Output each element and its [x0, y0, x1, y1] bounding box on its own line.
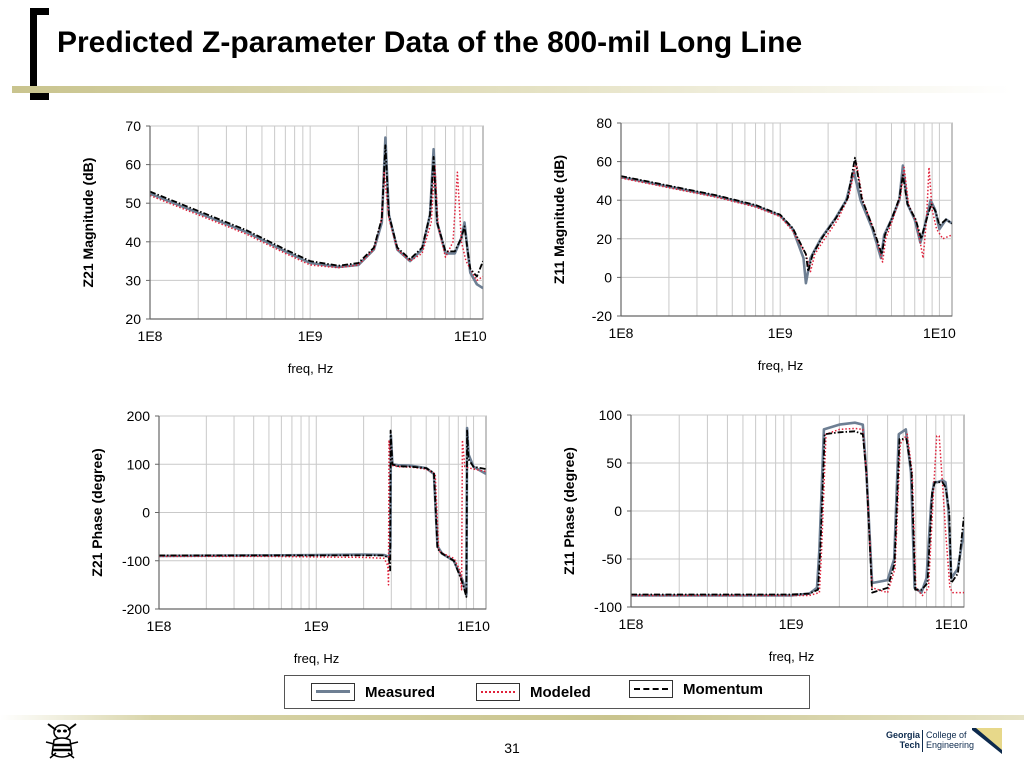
y-tick-label: 50 [606, 455, 622, 471]
y-axis-label: Z21 Phase (degree) [89, 448, 105, 576]
chart-z11-mag: -20 0 20 40 60 80 1E8 1E9 1E10 freq, Hz Z11 Magnit… [551, 115, 956, 373]
logo-separator [922, 730, 923, 752]
logo-coe-line2: Engineering [926, 740, 975, 750]
y-tick-label: 80 [596, 115, 612, 131]
y-tick-label: 30 [125, 272, 141, 288]
y-tick-label: 100 [599, 407, 623, 423]
y-tick-label: 20 [125, 311, 141, 327]
chart-z21-mag: 20 30 40 50 60 70 1E8 1E9 1E10 freq, Hz Z21 Magnit… [80, 118, 487, 376]
chart-z11-phase: -100 -50 0 50 100 1E8 1E9 1E10 freq, Hz Z11 Phase… [561, 407, 968, 664]
y-tick-label: 0 [142, 505, 150, 521]
x-tick-label: 1E9 [298, 328, 323, 344]
y-tick-label: 200 [127, 408, 151, 424]
x-tick-label: 1E9 [768, 325, 793, 341]
x-tick-label: 1E8 [609, 325, 634, 341]
series-line-modeled [150, 163, 483, 282]
legend-swatch-momentum [629, 680, 673, 698]
title-underline-bar [12, 86, 1012, 93]
legend-label-momentum: Momentum [683, 680, 763, 698]
y-tick-label: -50 [602, 551, 622, 567]
y-axis-label: Z11 Magnitude (dB) [551, 155, 567, 284]
x-tick-label: 1E8 [619, 616, 644, 632]
legend-label-measured: Measured [365, 683, 436, 701]
chart-z21-phase: -200 -100 0 100 200 1E8 1E9 1E10 freq, Hz Z21 Pha… [89, 408, 490, 666]
y-tick-label: 60 [125, 157, 141, 173]
y-tick-label: -200 [122, 601, 150, 617]
plot-area [620, 122, 953, 317]
x-tick-label: 1E8 [147, 618, 172, 634]
logo-college-text: College of Engineering [926, 730, 974, 750]
page-number: 31 [504, 740, 520, 756]
yellow-jacket-mascot-icon [45, 723, 79, 759]
y-tick-label: 50 [125, 195, 141, 211]
logo-gt-line2: Tech [899, 740, 920, 750]
footer-bar [0, 715, 1024, 720]
chart-legend: Measured Modeled Momentum [284, 675, 810, 709]
x-tick-label: 1E10 [454, 328, 487, 344]
x-axis-label: freq, Hz [758, 358, 804, 373]
y-tick-label: -20 [592, 308, 612, 324]
y-tick-label: 100 [127, 456, 151, 472]
x-tick-label: 1E8 [138, 328, 163, 344]
legend-label-modeled: Modeled [530, 683, 591, 701]
x-axis-label: freq, Hz [769, 649, 815, 664]
y-tick-label: -100 [594, 599, 622, 615]
logo-georgia-tech-text: Georgia Tech [876, 730, 920, 750]
x-tick-label: 1E9 [779, 616, 804, 632]
logo-coe-line1: College of [926, 730, 967, 740]
y-tick-label: -100 [122, 553, 150, 569]
series-line-momentum [621, 156, 952, 273]
series-line-measured [631, 421, 964, 597]
x-tick-label: 1E10 [457, 618, 490, 634]
series-line-momentum [631, 430, 964, 596]
series-line-measured [150, 136, 483, 290]
y-tick-label: 20 [596, 231, 612, 247]
series-line-modeled [631, 427, 964, 597]
series-line-momentum [150, 144, 483, 278]
legend-item-measured: Measured [311, 683, 435, 701]
x-axis-label: freq, Hz [288, 361, 334, 376]
x-tick-label: 1E10 [923, 325, 956, 341]
x-tick-label: 1E9 [304, 618, 329, 634]
logo-triangle-icon [972, 728, 1002, 754]
title-bracket [30, 8, 49, 100]
georgia-tech-logo: Georgia Tech College of Engineering [872, 728, 1002, 754]
legend-swatch-measured [311, 683, 355, 701]
y-tick-label: 40 [125, 234, 141, 250]
slide-title: Predicted Z-parameter Data of the 800-mi… [57, 26, 803, 59]
logo-gt-line1: Georgia [885, 730, 920, 740]
series-line-modeled [159, 439, 486, 591]
y-tick-label: 40 [596, 192, 612, 208]
y-tick-label: 0 [604, 269, 612, 285]
y-tick-label: 0 [614, 503, 622, 519]
legend-item-modeled: Modeled [476, 683, 591, 701]
legend-item-momentum: Momentum [629, 680, 763, 698]
y-tick-label: 70 [125, 118, 141, 134]
x-axis-label: freq, Hz [294, 651, 340, 666]
y-axis-label: Z11 Phase (degree) [561, 447, 577, 575]
legend-swatch-modeled [476, 683, 520, 701]
y-tick-label: 60 [596, 154, 612, 170]
y-axis-label: Z21 Magnitude (dB) [80, 158, 96, 288]
x-tick-label: 1E10 [935, 616, 968, 632]
